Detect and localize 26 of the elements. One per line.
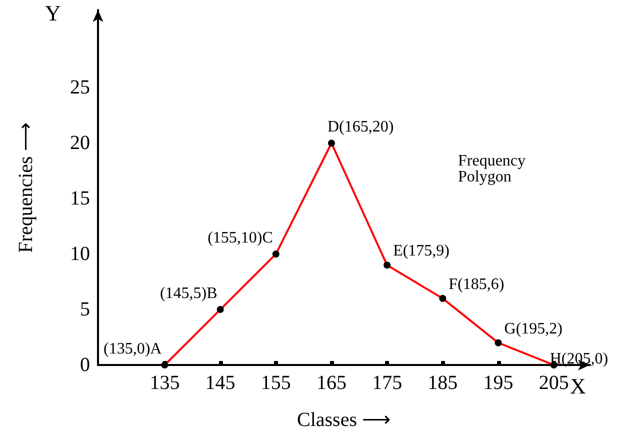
x-tick-label: 155 <box>260 372 291 394</box>
annotation: (145,5)B <box>160 285 218 302</box>
x-tick-label: 205 <box>538 372 569 394</box>
annotation: (135,0)A <box>103 340 162 358</box>
annotation: (155,10)C <box>208 230 273 247</box>
y-tick-label: 15 <box>70 188 90 210</box>
y-tick-label: 0 <box>80 354 90 376</box>
x-tick-label: 135 <box>150 372 180 394</box>
annotation: F(185,6) <box>448 276 504 293</box>
y-axis-title: Frequencies ⟶ <box>15 122 37 253</box>
annotation: Frequency Polygon <box>458 152 526 186</box>
y-tick-label: 20 <box>70 132 90 154</box>
text: X <box>570 374 586 398</box>
x-tick-label: 195 <box>483 372 514 394</box>
x-tick-label: 185 <box>428 372 458 394</box>
annotation: D(165,20) <box>327 118 394 136</box>
annotation: G(195,2) <box>504 320 562 338</box>
y-tick-label: 5 <box>80 298 90 321</box>
text: Y <box>45 0 61 26</box>
x-tick-label: 145 <box>205 372 236 394</box>
x-tick-label: 175 <box>372 372 402 394</box>
x-axis-title: Classes ⟶ <box>297 409 391 431</box>
annotation: E(175,9) <box>393 242 450 260</box>
y-tick-label: 25 <box>70 76 90 99</box>
x-tick-label: 165 <box>316 372 346 394</box>
y-tick-label: 10 <box>70 243 90 266</box>
